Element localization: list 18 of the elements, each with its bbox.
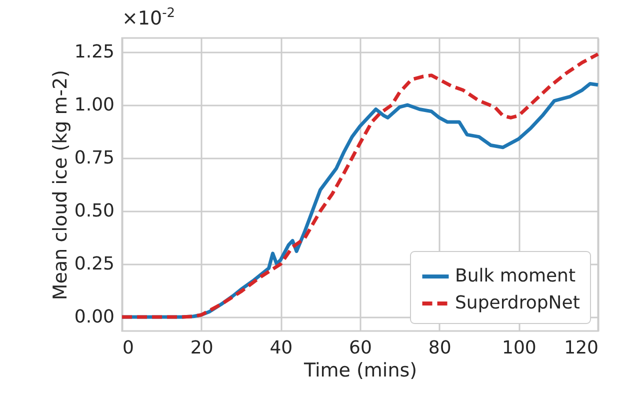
x-tick-label: 120	[564, 338, 598, 358]
x-tick-label: 0	[122, 338, 134, 358]
y-tick-label: 0.75	[74, 148, 114, 168]
y-tick-label: 1.00	[74, 94, 114, 116]
text: ×10$^{-2}$	[122, 6, 176, 30]
y-tick-label: 0.25	[74, 254, 114, 275]
x-tick-label: 100	[502, 338, 536, 358]
y-axis-title: Mean cloud ice (kg m-2)	[49, 70, 72, 300]
x-axis-title: Time (mins)	[302, 360, 418, 382]
y-tick-label: 0.50	[74, 200, 114, 222]
x-tick-label: 40	[270, 338, 293, 358]
y-tick-label: 1.25	[74, 41, 114, 62]
y-tick-label: 0.00	[74, 306, 114, 328]
legend-label: SuperdropNet	[455, 292, 580, 314]
x-tick-label: 60	[349, 338, 372, 358]
legend-label: Bulk moment	[455, 266, 576, 286]
x-tick-label: 80	[428, 338, 452, 358]
x-tick-label: 20	[190, 338, 214, 358]
